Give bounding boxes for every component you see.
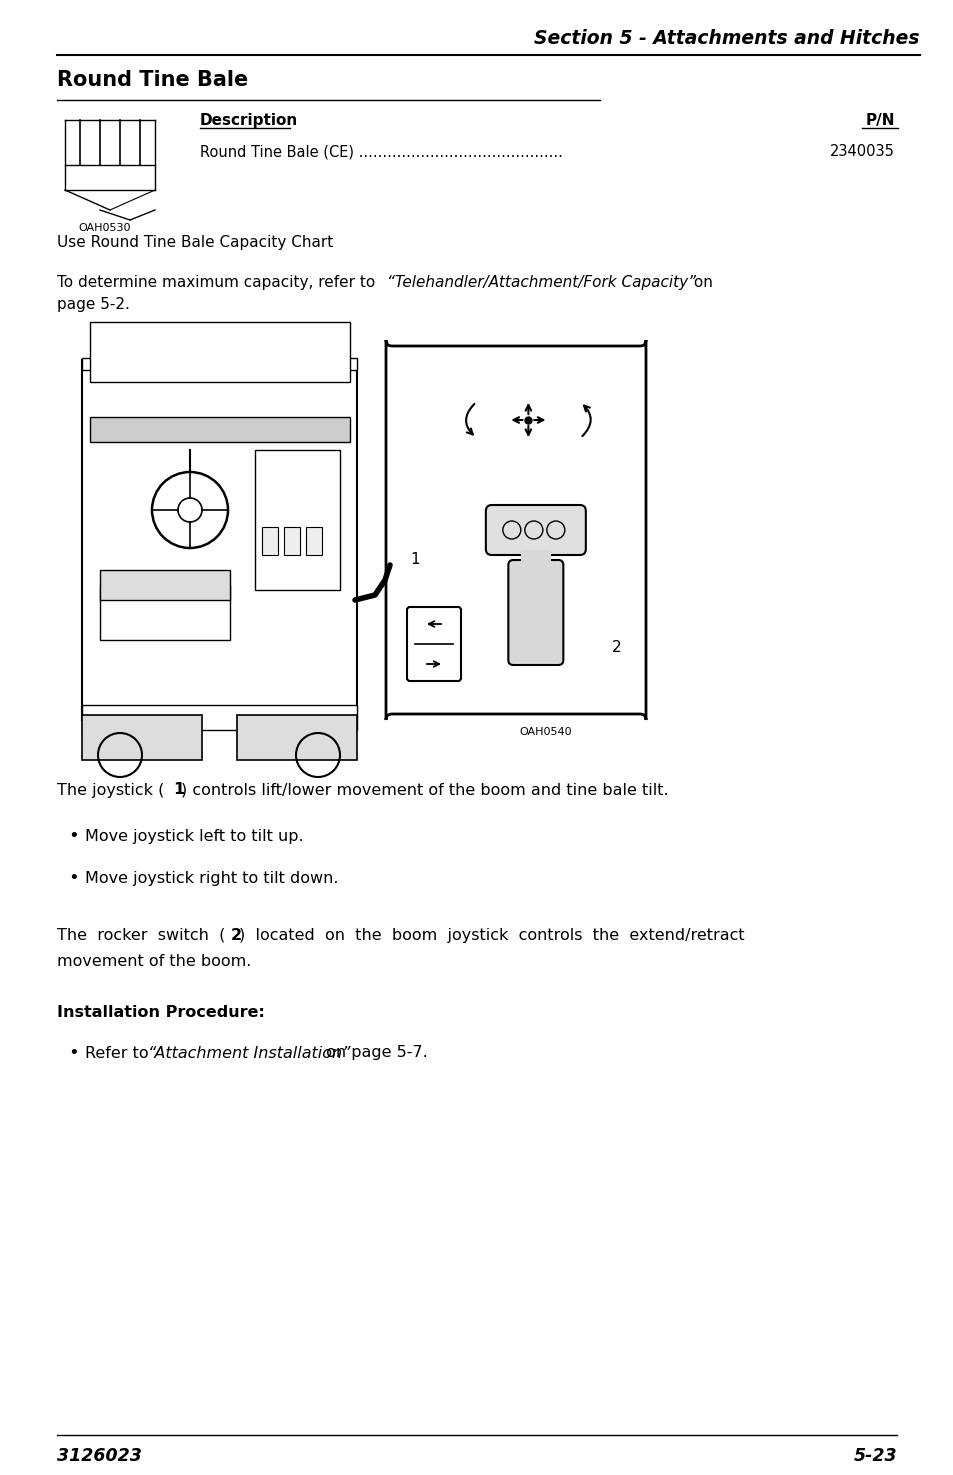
Bar — [90, 322, 350, 382]
Text: “Attachment Installation”: “Attachment Installation” — [148, 1046, 350, 1061]
FancyBboxPatch shape — [508, 560, 563, 665]
Text: 2: 2 — [231, 928, 242, 943]
Text: To determine maximum capacity, refer to: To determine maximum capacity, refer to — [57, 274, 379, 291]
Text: Round Tine Bale: Round Tine Bale — [57, 69, 248, 90]
Text: •: • — [68, 869, 79, 886]
Text: Description: Description — [200, 112, 298, 127]
Text: 5-23: 5-23 — [853, 1447, 896, 1465]
Bar — [306, 527, 322, 555]
Text: 2340035: 2340035 — [829, 145, 894, 159]
Bar — [82, 705, 356, 730]
Text: •: • — [68, 1044, 79, 1062]
Text: Refer to: Refer to — [85, 1046, 153, 1061]
Bar — [262, 527, 277, 555]
Bar — [100, 586, 230, 640]
FancyBboxPatch shape — [407, 608, 460, 681]
Text: •: • — [68, 827, 79, 845]
Bar — [100, 569, 230, 600]
Text: 3126023: 3126023 — [57, 1447, 142, 1465]
Text: Move joystick right to tilt down.: Move joystick right to tilt down. — [85, 870, 338, 885]
Text: The  rocker  switch  (: The rocker switch ( — [57, 928, 225, 943]
Text: Move joystick left to tilt up.: Move joystick left to tilt up. — [85, 829, 303, 844]
Text: P/N: P/N — [864, 112, 894, 127]
Bar — [90, 417, 350, 442]
Bar — [236, 715, 356, 760]
Text: )  located  on  the  boom  joystick  controls  the  extend/retract: ) located on the boom joystick controls … — [239, 928, 744, 943]
Text: Section 5 - Attachments and Hitches: Section 5 - Attachments and Hitches — [534, 28, 919, 47]
Text: Use Round Tine Bale Capacity Chart: Use Round Tine Bale Capacity Chart — [57, 235, 333, 249]
FancyBboxPatch shape — [386, 341, 645, 720]
Text: on: on — [688, 274, 712, 291]
Text: “Telehandler/Attachment/Fork Capacity”: “Telehandler/Attachment/Fork Capacity” — [387, 274, 696, 291]
Bar — [520, 550, 550, 569]
Text: Installation Procedure:: Installation Procedure: — [57, 1004, 265, 1021]
Text: OAH0540: OAH0540 — [519, 727, 572, 738]
Text: 1: 1 — [172, 783, 184, 798]
Text: movement of the boom.: movement of the boom. — [57, 954, 251, 969]
Bar — [254, 450, 339, 590]
Text: OAH0530: OAH0530 — [79, 223, 132, 233]
Text: 2: 2 — [612, 640, 621, 655]
FancyBboxPatch shape — [485, 504, 585, 555]
Text: Round Tine Bale (CE) ...........................................: Round Tine Bale (CE) ...................… — [200, 145, 562, 159]
Bar — [284, 527, 299, 555]
Bar — [82, 715, 202, 760]
Text: ) controls lift/lower movement of the boom and tine bale tilt.: ) controls lift/lower movement of the bo… — [181, 783, 668, 798]
Text: on page 5-7.: on page 5-7. — [320, 1046, 427, 1061]
Text: page 5-2.: page 5-2. — [57, 296, 130, 313]
Text: 1: 1 — [410, 553, 419, 568]
Bar — [82, 360, 356, 720]
Bar — [82, 358, 356, 370]
Text: The joystick (: The joystick ( — [57, 783, 164, 798]
